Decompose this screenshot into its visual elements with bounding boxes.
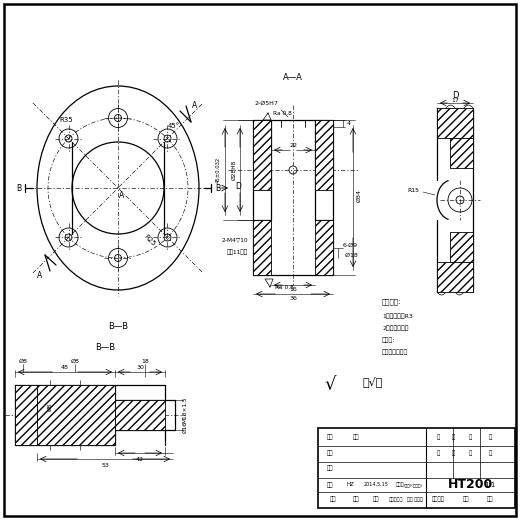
Text: 张: 张 (488, 450, 491, 456)
Text: 设计: 设计 (327, 482, 333, 488)
Text: 分区: 分区 (373, 497, 379, 502)
Text: A: A (192, 100, 198, 110)
Text: 等缺陷:: 等缺陷: (382, 337, 395, 343)
Text: Ra 0.8: Ra 0.8 (275, 284, 294, 290)
Text: R25: R25 (143, 233, 157, 247)
Text: （√）: （√） (362, 376, 382, 387)
Bar (315, 120, 333, 190)
Text: A: A (37, 270, 43, 280)
Text: B: B (16, 184, 21, 192)
Text: 22: 22 (289, 142, 297, 148)
Text: 2、铸件不得有: 2、铸件不得有 (382, 325, 409, 331)
Text: A: A (120, 190, 125, 200)
Text: Ra 0.8: Ra 0.8 (273, 111, 292, 115)
Text: 48: 48 (61, 365, 69, 370)
Text: 比例: 比例 (487, 497, 493, 502)
Bar (253, 220, 271, 275)
Text: HT200: HT200 (447, 478, 492, 491)
Text: B—B: B—B (95, 343, 115, 352)
Bar (318, 428, 515, 508)
Text: 审核: 审核 (327, 465, 333, 471)
Text: 签名 年月日: 签名 年月日 (407, 497, 423, 502)
Text: 6-Ø9: 6-Ø9 (343, 242, 358, 248)
Text: 共: 共 (436, 434, 439, 439)
Text: 45±0.032: 45±0.032 (215, 157, 220, 183)
Text: Ø18: Ø18 (343, 253, 358, 257)
Text: Ø16: Ø16 (183, 421, 188, 433)
Text: 与件11配作: 与件11配作 (227, 249, 248, 255)
Text: 53: 53 (101, 462, 109, 467)
Text: R15: R15 (407, 188, 419, 192)
Text: 未注铸造启模余: 未注铸造启模余 (382, 349, 408, 355)
Text: 36: 36 (289, 295, 297, 301)
Text: 处数: 处数 (353, 497, 359, 502)
Text: 2-Ø5H7: 2-Ø5H7 (254, 100, 278, 106)
Text: D: D (235, 181, 241, 190)
Text: √: √ (324, 376, 336, 394)
Text: 45°: 45° (168, 123, 180, 129)
Text: 第: 第 (469, 434, 472, 439)
Text: 共: 共 (436, 450, 439, 456)
Text: 张: 张 (451, 450, 454, 456)
Text: 标记: 标记 (330, 497, 336, 502)
Text: Ø8: Ø8 (47, 403, 53, 411)
Text: 标准化: 标准化 (396, 483, 405, 487)
Text: HZ: HZ (346, 483, 354, 487)
Bar (315, 220, 333, 275)
Text: D: D (452, 90, 458, 99)
Text: 量: 量 (451, 434, 454, 439)
Text: B: B (215, 184, 220, 192)
Text: M18×1.5: M18×1.5 (183, 397, 188, 423)
Bar (115, 400, 165, 430)
Text: 42: 42 (136, 457, 144, 462)
Text: 16: 16 (289, 287, 297, 292)
Text: 1、未注圆角R3: 1、未注圆角R3 (382, 313, 413, 319)
Text: 阶段标记: 阶段标记 (432, 497, 445, 502)
Text: 技术要求:: 技术要求: (382, 298, 401, 305)
Text: 重量: 重量 (463, 497, 469, 502)
Text: (签名)(年月日): (签名)(年月日) (404, 483, 423, 487)
Bar (437, 108, 473, 138)
Text: 4: 4 (347, 121, 351, 125)
Text: 17: 17 (451, 98, 459, 102)
Text: Ø8: Ø8 (19, 358, 28, 363)
Text: 30: 30 (136, 365, 144, 370)
Bar (450, 232, 473, 262)
Text: 2014.5.15: 2014.5.15 (363, 483, 388, 487)
Text: 1:1: 1:1 (484, 482, 496, 488)
Bar (437, 262, 473, 292)
Text: Ø8: Ø8 (71, 358, 80, 363)
Text: A—A: A—A (283, 72, 303, 82)
Text: 第: 第 (469, 450, 472, 456)
Text: Ø28H8: Ø28H8 (231, 160, 237, 180)
Bar (450, 138, 473, 168)
Text: Ø34: Ø34 (357, 189, 361, 202)
Text: 更改文件号: 更改文件号 (389, 497, 403, 502)
Bar (253, 120, 271, 190)
Bar (15, 385, 37, 445)
Text: R35: R35 (59, 117, 73, 123)
Text: 18: 18 (141, 358, 149, 363)
Text: B—B: B—B (108, 321, 128, 331)
Text: 工艺: 工艺 (327, 450, 333, 456)
Bar (37, 385, 115, 445)
Text: 批准: 批准 (353, 434, 359, 439)
Text: 单位: 单位 (327, 434, 333, 439)
Text: 2-M4▽10: 2-M4▽10 (222, 238, 248, 242)
Text: 量: 量 (488, 434, 491, 439)
